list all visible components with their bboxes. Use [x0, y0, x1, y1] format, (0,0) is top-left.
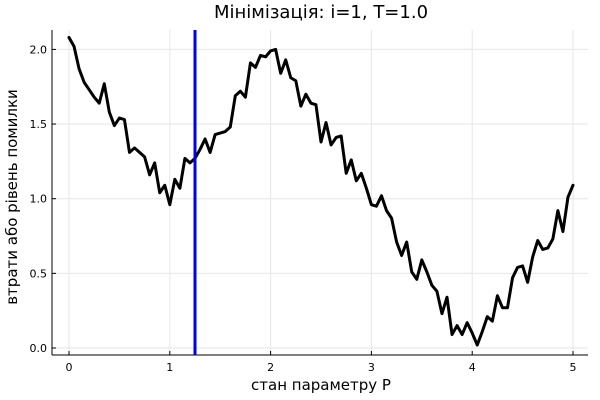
chart-title: Мінімізація: i=1, T=1.0	[214, 2, 428, 23]
y-axis-label: втрати або рівень помилки	[3, 89, 21, 305]
y-tick-label-4: 2.0	[30, 43, 48, 56]
x-tick-label-0: 0	[66, 361, 73, 374]
x-tick-label-1: 1	[166, 361, 173, 374]
y-tick-label-1: 0.5	[30, 267, 48, 280]
grid	[52, 30, 588, 355]
y-tick-label-2: 1.0	[30, 193, 48, 206]
x-tick-label-5: 5	[570, 361, 577, 374]
x-tick-label-3: 3	[368, 361, 375, 374]
ticks: 0 1 2 3 4 5 0.0 0.5 1.0 1.5 2.0	[30, 43, 577, 374]
x-axis-label: стан параметру P	[251, 376, 391, 394]
y-tick-label-0: 0.0	[30, 342, 48, 355]
series	[67, 30, 575, 355]
x-tick-label-4: 4	[469, 361, 476, 374]
axes	[51, 30, 588, 356]
series-line-0	[67, 35, 575, 347]
x-tick-label-2: 2	[267, 361, 274, 374]
y-tick-label-3: 1.5	[30, 118, 48, 131]
